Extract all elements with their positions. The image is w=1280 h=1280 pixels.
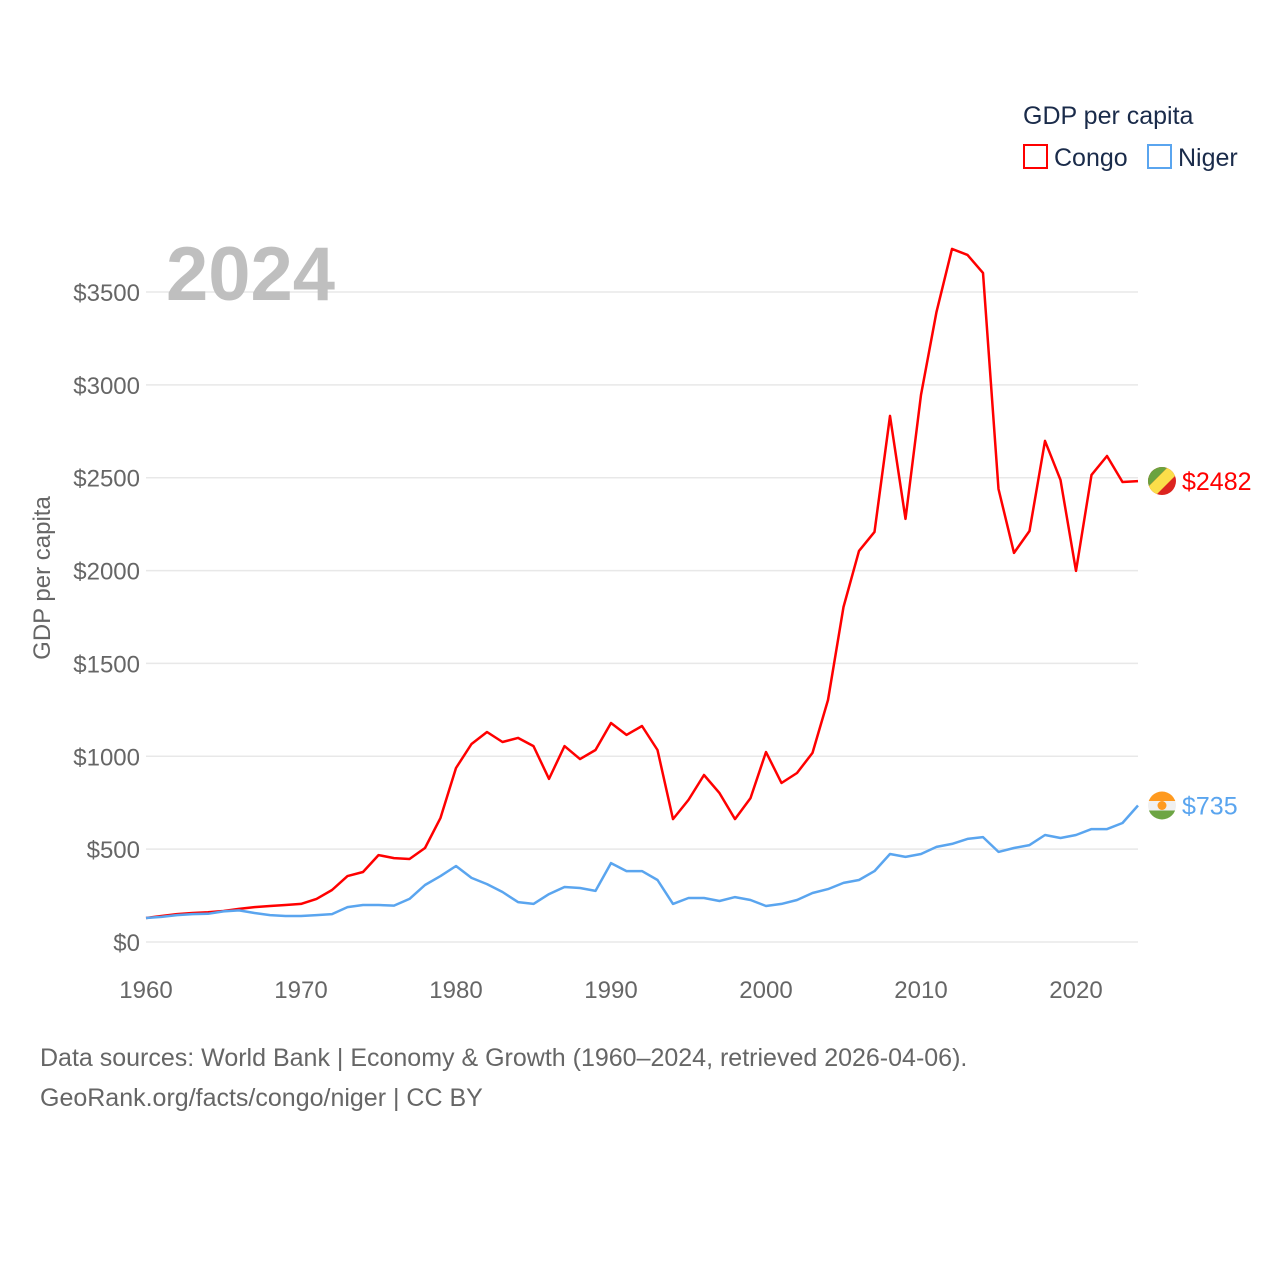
y-tick-label: $0 <box>113 930 140 957</box>
y-tick-label: $1000 <box>73 744 140 771</box>
series-line-niger <box>145 804 1139 920</box>
y-axis-ticks: $0 $500 $1000 $1500 $2000 $2500 $3000 $3500 <box>73 280 140 957</box>
y-tick-label: $3500 <box>73 280 140 307</box>
legend: GDP per capita Congo Niger <box>1023 102 1238 172</box>
niger-flag-icon <box>1148 791 1176 820</box>
gridlines <box>146 291 1138 943</box>
x-axis-ticks: 1960 1970 1980 1990 2000 2010 2020 <box>119 977 1102 1004</box>
x-tick-label: 1980 <box>429 977 482 1004</box>
series-end-labels: $2482 $735 <box>1148 467 1252 821</box>
footer-sources: Data sources: World Bank | Economy & Gro… <box>40 1044 968 1072</box>
x-tick-label: 2010 <box>894 977 947 1004</box>
year-watermark: 2024 <box>166 232 335 317</box>
y-axis-label: GDP per capita <box>29 496 56 660</box>
y-tick-label: $1500 <box>73 651 140 678</box>
x-tick-label: 1960 <box>119 977 172 1004</box>
legend-title: GDP per capita <box>1023 102 1194 130</box>
legend-swatch-niger <box>1147 144 1172 169</box>
legend-swatch-congo <box>1023 144 1048 169</box>
end-value-label: $2482 <box>1182 468 1252 496</box>
x-tick-label: 2020 <box>1049 977 1102 1004</box>
x-tick-label: 1990 <box>584 977 637 1004</box>
y-tick-label: $500 <box>87 837 140 864</box>
series-lines <box>145 247 1139 920</box>
x-tick-label: 1970 <box>274 977 327 1004</box>
legend-label-congo: Congo <box>1054 144 1128 172</box>
y-tick-label: $2000 <box>73 559 140 586</box>
x-tick-label: 2000 <box>739 977 792 1004</box>
legend-label-niger: Niger <box>1178 144 1238 172</box>
end-value-label: $735 <box>1182 793 1238 821</box>
footer-link[interactable]: GeoRank.org/facts/congo/niger | CC BY <box>40 1084 483 1112</box>
series-line-congo <box>145 247 1139 920</box>
y-tick-label: $2500 <box>73 466 140 493</box>
y-tick-label: $3000 <box>73 373 140 400</box>
line-chart: 2024 $0 $500 $1000 $1500 $2000 $2500 $3000 $350… <box>29 102 1252 1004</box>
congo-flag-icon <box>1148 467 1176 496</box>
